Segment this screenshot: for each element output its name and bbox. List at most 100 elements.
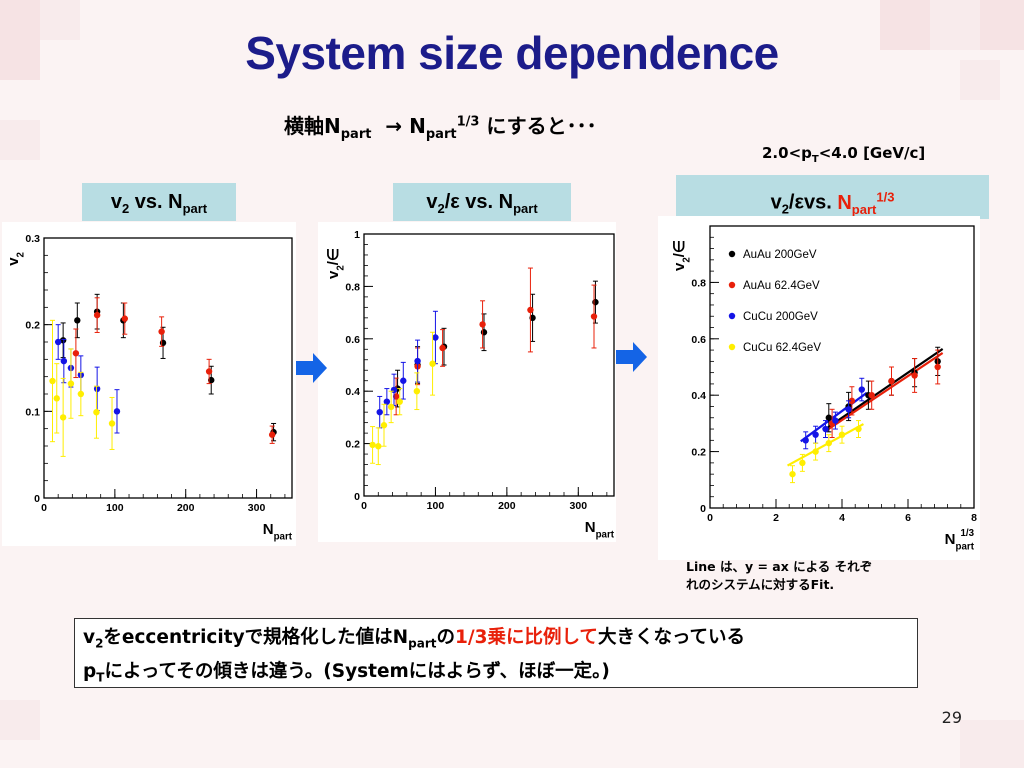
- x-tick-label: 6: [905, 512, 911, 524]
- bg-square: [0, 700, 40, 740]
- panel-label-v2-eps-npart13: v2/εvs. Npart1/3: [676, 175, 989, 219]
- data-point: [68, 380, 74, 386]
- x-axis-label: Npart1/3: [945, 528, 975, 553]
- data-point: [160, 340, 166, 346]
- y-axis-label: v2/∈: [325, 248, 346, 279]
- x-tick-label: 300: [248, 502, 266, 514]
- x-tick-label: 0: [707, 512, 713, 524]
- data-point: [381, 422, 387, 428]
- data-point: [799, 460, 805, 466]
- data-point: [54, 395, 60, 401]
- y-tick-label: 0.4: [691, 390, 706, 402]
- data-point: [122, 315, 128, 321]
- legend-label: CuCu 62.4GeV: [743, 342, 821, 354]
- data-point: [479, 321, 485, 327]
- data-point: [55, 339, 61, 345]
- data-point: [812, 448, 818, 454]
- y-tick-label: 0: [354, 491, 360, 503]
- data-point: [94, 312, 100, 318]
- y-tick-label: 0.3: [25, 233, 40, 245]
- data-point: [826, 440, 832, 446]
- data-point: [789, 471, 795, 477]
- summary-box: v2をeccentricityで規格化した値はNpartの1/3乗に比例して大き…: [74, 618, 918, 688]
- chart-v2-vs-npart: 0 100 200 300 0 0.1 0.2 0.3 Npart v2: [2, 222, 296, 546]
- data-point: [439, 345, 445, 351]
- data-point: [109, 420, 115, 426]
- right-arrow-icon: [616, 341, 648, 373]
- data-point: [397, 398, 403, 404]
- x-tick-label: 0: [361, 500, 367, 512]
- data-point: [911, 372, 917, 378]
- y-axis-label: v2/∈: [671, 240, 692, 271]
- data-point: [414, 388, 420, 394]
- data-point: [269, 432, 275, 438]
- y-tick-label: 0.6: [691, 334, 706, 346]
- data-point: [527, 307, 533, 313]
- panel-label-v2-eps: v2/ε vs. Npart: [393, 183, 571, 221]
- data-point: [888, 378, 894, 384]
- x-axis-label: Npart: [585, 519, 615, 540]
- x-tick-label: 300: [570, 500, 588, 512]
- data-point: [158, 328, 164, 334]
- x-tick-label: 200: [498, 500, 516, 512]
- bg-square: [960, 720, 1024, 768]
- data-point: [74, 317, 80, 323]
- chart-v2eps-vs-npart13: 0 2 4 6 8 0 0.2 0.4 0.6 0.8 Npart1/3 v2/∈ AuAu 200Ge…: [658, 216, 980, 560]
- x-tick-label: 0: [41, 502, 47, 514]
- data-point: [369, 442, 375, 448]
- data-point: [93, 409, 99, 415]
- data-point: [114, 408, 120, 414]
- y-tick-label: 0.2: [345, 439, 360, 451]
- y-tick-label: 0.2: [691, 447, 706, 459]
- legend-label: AuAu 200GeV: [743, 249, 817, 261]
- legend-label: CuCu 200GeV: [743, 311, 818, 323]
- x-tick-label: 100: [427, 500, 445, 512]
- legend-marker: [729, 282, 735, 288]
- y-tick-label: 1: [354, 229, 360, 241]
- bg-square: [0, 120, 40, 160]
- data-point: [414, 358, 420, 364]
- data-point: [78, 391, 84, 397]
- y-tick-label: 0: [700, 503, 706, 515]
- right-arrow-icon: [296, 352, 328, 384]
- fit-note: Line は、y = ax による それぞ れのシステムに対するFit.: [686, 558, 872, 594]
- x-tick-label: 2: [773, 512, 779, 524]
- data-point: [377, 409, 383, 415]
- panel-label-v2: v2 vs. Npart: [82, 183, 236, 221]
- y-tick-label: 0.1: [25, 406, 40, 418]
- x-tick-label: 200: [177, 502, 195, 514]
- data-point: [826, 415, 832, 421]
- data-point: [391, 387, 397, 393]
- y-tick-label: 0.8: [345, 281, 360, 293]
- y-tick-label: 0.8: [691, 277, 706, 289]
- data-point: [592, 299, 598, 305]
- slide-subtitle: 横軸Npart → Npart1/3 にすると･･･: [284, 110, 597, 142]
- summary-line-1: v2をeccentricityで規格化した値はNpartの1/3乗に比例して大き…: [83, 624, 917, 658]
- data-point: [803, 437, 809, 443]
- y-tick-label: 0: [34, 493, 40, 505]
- data-point: [822, 426, 828, 432]
- x-tick-label: 8: [971, 512, 977, 524]
- plot-frame: [364, 234, 614, 496]
- y-axis-label: v2: [5, 251, 26, 265]
- data-point: [61, 358, 67, 364]
- data-point: [832, 417, 838, 423]
- data-point: [375, 443, 381, 449]
- y-tick-label: 0.4: [345, 386, 360, 398]
- data-point: [49, 378, 55, 384]
- legend-marker: [729, 251, 735, 257]
- data-point: [869, 392, 875, 398]
- chart-v2eps-vs-npart: 0 100 200 300 0 0.2 0.4 0.6 0.8 1 Npart v2/∈: [318, 222, 616, 542]
- slide-title: System size dependence: [0, 26, 1024, 80]
- x-tick-label: 4: [839, 512, 845, 524]
- data-point: [400, 378, 406, 384]
- data-point: [60, 414, 66, 420]
- data-point: [388, 404, 394, 410]
- data-point: [429, 360, 435, 366]
- plot-frame: [710, 226, 974, 508]
- legend-marker: [729, 344, 735, 350]
- legend-marker: [729, 313, 735, 319]
- summary-line-2: pTによってその傾きは違う。(Systemにはよらず、ほぼ一定。): [83, 658, 917, 692]
- data-point: [812, 431, 818, 437]
- data-point: [859, 386, 865, 392]
